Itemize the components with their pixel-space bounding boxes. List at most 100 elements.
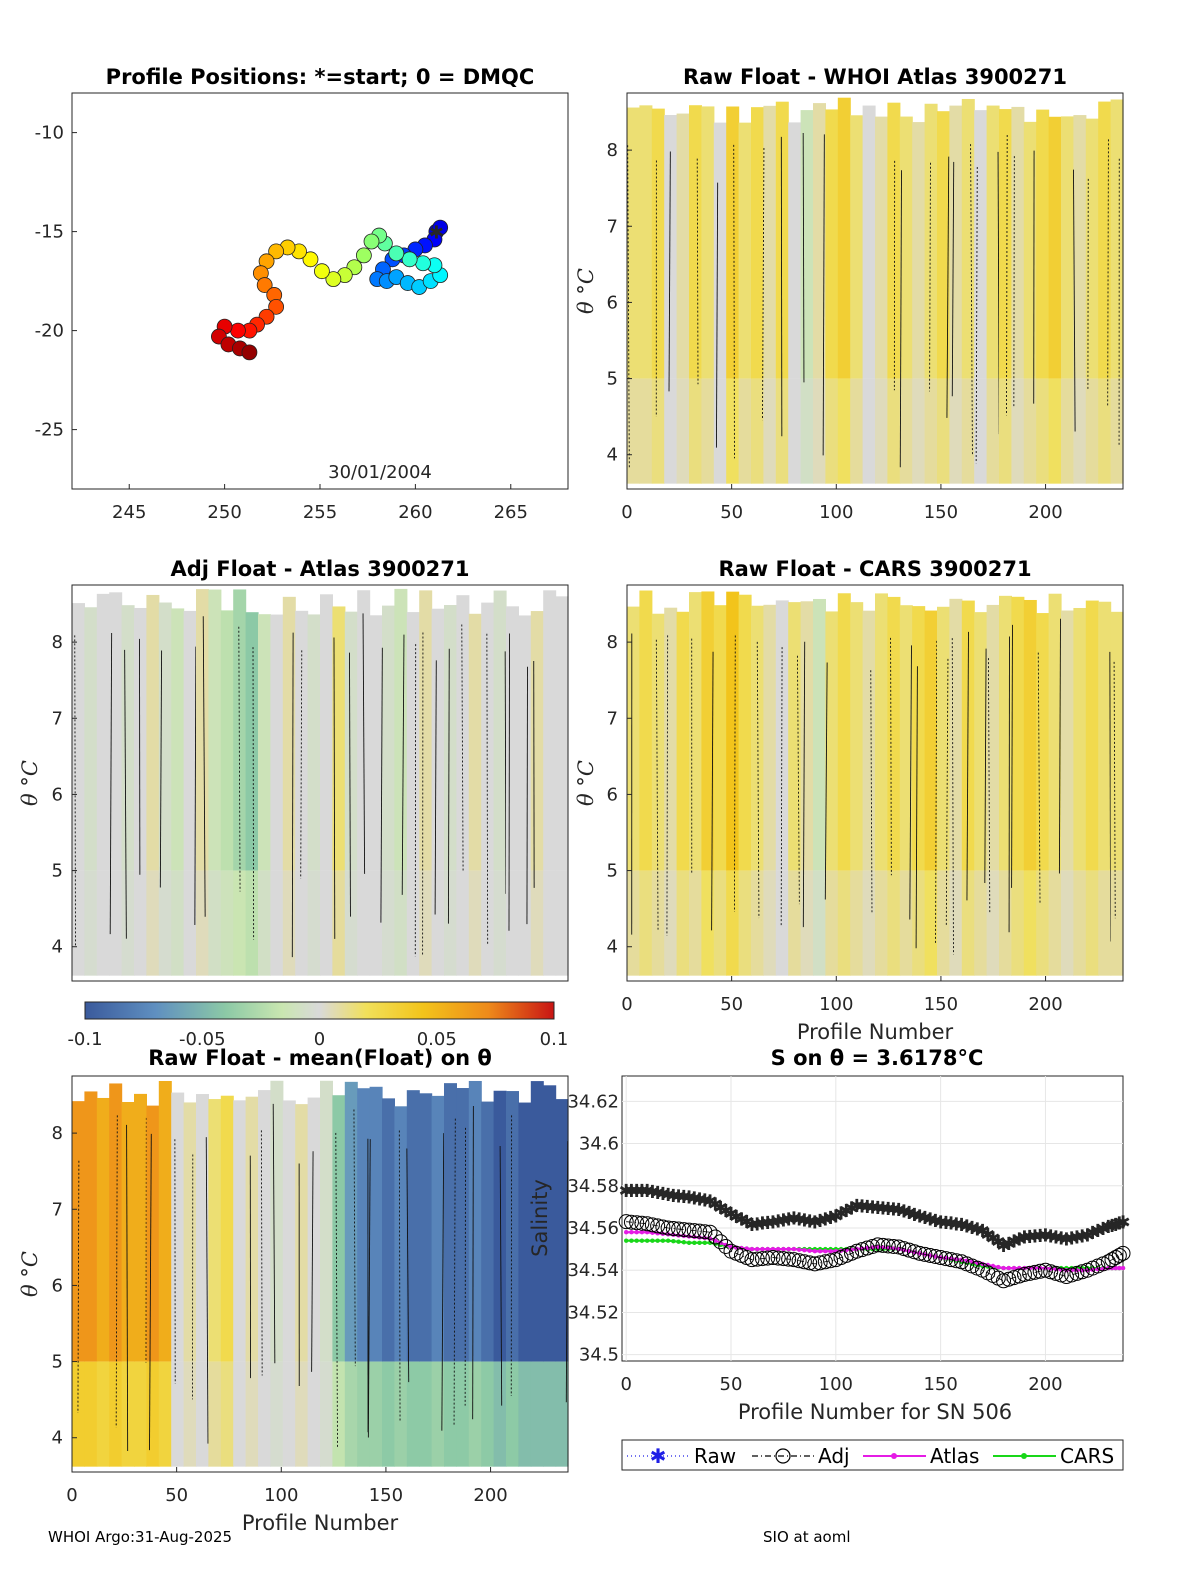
series-raw-point: ✱ [734,1210,749,1231]
series-adj-point [896,1241,912,1257]
heat-cell [468,1080,482,1362]
heat-cell [788,122,802,379]
series-raw-point: ✱ [1075,1226,1090,1247]
heat-cell [369,870,383,976]
profile-position-marker [415,255,431,272]
heat-cell [134,870,147,976]
contour-line [715,182,719,448]
series-raw-point: ✱ [1006,1232,1021,1253]
heat-cell [518,615,532,871]
contour-line [291,632,294,958]
series-atlas-point [1117,1265,1122,1271]
series-adj-point [802,1255,818,1271]
series-raw-point: ✱ [729,1207,744,1228]
heat-cell [481,602,495,871]
heat-cell [332,606,346,871]
contour-line [1006,134,1008,416]
series-raw-point: ✱ [744,1215,759,1236]
y-tick-label: 4 [52,937,63,958]
heat-cell [468,613,482,871]
heat-cell [887,378,901,484]
heat-cell [96,1361,110,1467]
series-raw-point: ✱ [1104,1216,1119,1237]
profile-position-marker [268,243,285,260]
heat-cell [713,605,727,871]
heat-cell [84,1361,98,1467]
y-tick-label: -25 [35,420,64,441]
heat-cell [800,601,814,871]
series-cars-point [676,1239,681,1244]
heat-cell [158,1361,172,1467]
contour-line [915,666,918,949]
salinity-ticks: 0 50 100 150 200 34.5 34.52 34.54 34.56 34.58 34.6… [567,1091,1062,1395]
contour-line [126,1124,129,1452]
adj-atlas-ylabel: θ °C [18,760,42,806]
heat-cell [555,1361,569,1467]
series-raw-point: ✱ [970,1220,985,1241]
heat-cell [974,110,988,379]
heat-cell [738,122,752,379]
heat-cell [456,1361,470,1467]
series-raw-point: ✱ [671,1186,686,1207]
series-atlas-point [796,1247,802,1252]
profile-position-marker [256,277,273,293]
contour-line [780,136,783,437]
heat-cell [282,1361,296,1467]
heat-cell [394,870,408,976]
heat-cell [332,1095,346,1362]
series-adj-point [760,1250,776,1266]
heat-cell [676,378,690,484]
heat-cell [506,1091,519,1362]
raw-atlas-panel: Raw Float - WHOI Atlas 3900271 4 5 6 7 8 0 50 1… [574,65,1124,523]
positions-axes [71,92,569,490]
contour-line [935,640,938,945]
series-adj-point [770,1250,786,1266]
heat-cell [862,105,876,379]
series-adj-point [1108,1250,1124,1266]
heat-cell [121,870,135,976]
x-tick-label: 150 [924,994,958,1015]
heat-cell [1085,118,1099,379]
y-tick-label: -15 [35,222,64,243]
series-atlas-point [996,1264,1001,1270]
series-raw-point: ✱ [739,1212,754,1233]
x-tick-label: 260 [398,502,432,523]
legend-cars-label: CARS [1060,1444,1114,1468]
profile-position-marker [388,245,405,262]
heat-cell [307,614,321,871]
heat-cell [344,870,358,976]
heat-cell [518,1361,532,1467]
contour-line [238,626,241,892]
heat-cell [949,598,963,871]
series-adj-point [927,1249,943,1264]
heat-cell [220,1361,234,1467]
heat-cell [196,1361,209,1467]
y-tick-label: 5 [607,369,618,390]
contour-line [362,613,366,874]
heat-cell [320,1361,333,1467]
contour-line [951,161,955,397]
series-raw-point: ✱ [849,1196,864,1217]
heat-cell [986,378,1000,484]
heat-cell [726,106,740,379]
heat-cell [171,1092,185,1362]
heat-cell [726,378,740,484]
salinity-grid [622,1076,1123,1361]
series-raw-point: ✱ [854,1196,869,1217]
series-raw-point: ✱ [802,1212,817,1233]
series-raw-point: ✱ [923,1210,938,1231]
heat-cell [1036,378,1050,484]
heat-cell [419,1361,433,1467]
heat-cell [146,870,160,976]
heat-cell [468,1361,482,1467]
heat-cell [825,378,839,484]
series-raw-point: ✱ [713,1198,728,1219]
heat-cell [258,1090,271,1362]
heat-cell [961,378,975,484]
heat-cell [444,605,457,871]
x-tick-label: 150 [923,1374,957,1395]
series-raw-point: ✱ [1069,1227,1084,1248]
heat-cell [627,107,640,379]
series-raw-point: ✱ [676,1187,691,1208]
heat-cell [245,612,259,871]
